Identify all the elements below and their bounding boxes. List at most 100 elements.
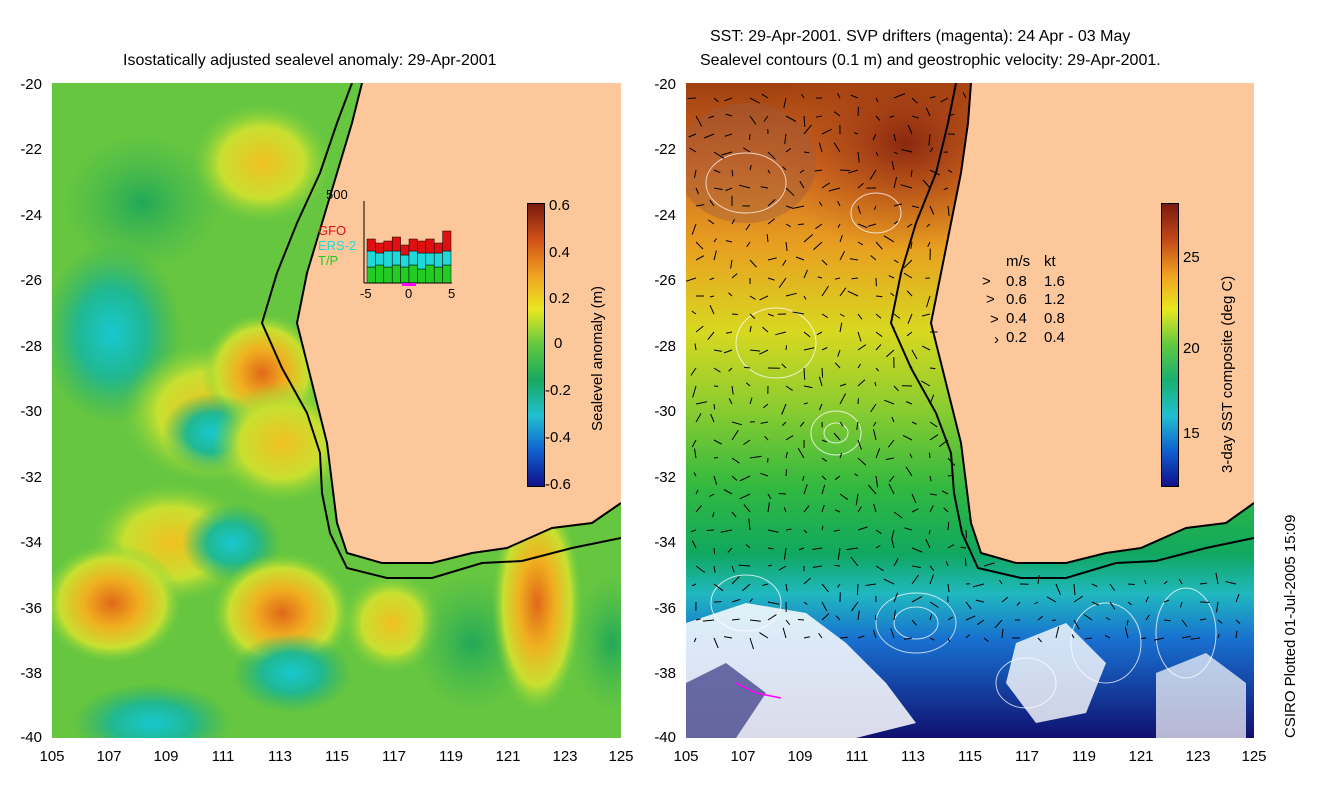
velocity-arrow [749,455,762,459]
velocity-arrow [724,97,733,102]
velocity-legend-header-kt: kt [1044,253,1056,270]
sst-map: m/s kt > 0.8 1.6 > 0.6 1.2 > 0.4 0.8 › 0… [686,83,1254,738]
velocity-arrow [893,511,903,519]
velocity-arrow [731,429,739,441]
velocity-arrow [749,295,756,300]
velocity-arrow [695,325,704,333]
velocity-arrow [873,503,877,513]
velocity-arrow [764,435,769,441]
velocity-arrow [909,364,913,369]
velocity-arrow [875,97,879,103]
velocity-arrow [851,601,859,612]
velocity-arrow [875,331,883,337]
velocity-arrow [893,558,899,567]
velocity-arrow [710,413,715,423]
velocity-arrow [687,97,697,99]
velocity-legend-kt: 0.4 [1044,329,1065,346]
velocity-arrow [834,564,841,567]
velocity-arrow [713,565,716,573]
velocity-legend-arrow: › [994,331,999,348]
velocity-arrow [857,439,862,450]
velocity-arrow [749,133,751,140]
velocity-arrow [803,234,814,243]
velocity-arrow [731,273,738,279]
velocity-arrow [703,133,715,139]
velocity-arrow [713,583,724,592]
velocity-arrow [760,186,769,189]
inset-ymax-label: 500 [326,187,348,202]
velocity-arrow [909,453,913,459]
velocity-arrow [834,362,841,369]
velocity-arrow [907,313,913,324]
velocity-arrow [929,434,939,441]
velocity-arrow [785,451,788,459]
inset-bar [408,264,418,284]
velocity-arrow [767,218,776,225]
velocity-arrow [763,403,769,409]
velocity-arrow [798,547,805,551]
inset-bar [417,268,427,284]
inset-bar [383,240,393,252]
velocity-arrow [911,421,918,425]
velocity-arrow [803,347,815,351]
velocity-arrow [713,457,719,459]
inset-bar [433,242,443,254]
velocity-arrow [839,383,847,387]
velocity-arrow [837,223,841,228]
velocity-arrow [839,393,847,405]
velocity-arrow [947,474,953,477]
velocity-arrow [885,349,895,358]
velocity-arrow [767,313,774,317]
velocity-arrow [760,472,769,477]
x-tick: 111 [211,748,235,765]
velocity-arrow [960,546,967,549]
velocity-arrow [781,421,787,426]
velocity-arrow [893,203,903,207]
velocity-arrow [929,205,935,215]
velocity-arrow [965,634,971,639]
velocity-arrow [795,256,805,261]
inset-bar [417,252,427,270]
velocity-arrow [690,529,697,533]
velocity-arrow [837,583,841,588]
x-tick: 125 [608,748,634,765]
velocity-arrow [875,565,884,572]
velocity-arrow [857,506,862,513]
velocity-arrow [803,331,811,338]
velocity-arrow [785,583,788,592]
velocity-arrow [803,124,812,135]
velocity-arrow [947,169,953,173]
velocity-arrow [727,547,733,553]
velocity-arrow [797,619,805,621]
velocity-arrow [749,637,754,650]
velocity-arrow [821,259,828,266]
colorbar-label: 3-day SST composite (deg C) [1219,275,1236,473]
velocity-arrow [816,115,823,118]
velocity-arrow [983,637,989,642]
velocity-arrow [821,182,831,189]
velocity-arrow [725,331,733,334]
velocity-arrow [839,322,843,333]
velocity-arrow [839,313,845,317]
y-tick: -38 [20,665,42,682]
velocity-arrow [839,493,849,501]
velocity-arrow [929,169,941,176]
inset-legend-tp: T/P [318,253,339,268]
colorbar-tick: 0.4 [549,244,570,261]
velocity-arrow [720,529,733,533]
velocity-arrow [903,272,913,279]
velocity-legend-arrow: > [982,273,991,290]
inset-bar [391,236,401,252]
velocity-arrow [857,182,864,189]
velocity-arrow [1127,583,1135,585]
velocity-arrow [694,448,697,459]
velocity-arrow [839,169,851,171]
velocity-arrow [929,637,935,641]
velocity-arrow [803,402,808,405]
velocity-arrow [814,169,823,172]
colorbar-tick: -0.6 [545,476,571,493]
velocity-arrow [929,96,936,99]
velocity-arrow [749,259,757,268]
x-tick: 109 [153,748,179,765]
velocity-arrow [803,269,808,279]
